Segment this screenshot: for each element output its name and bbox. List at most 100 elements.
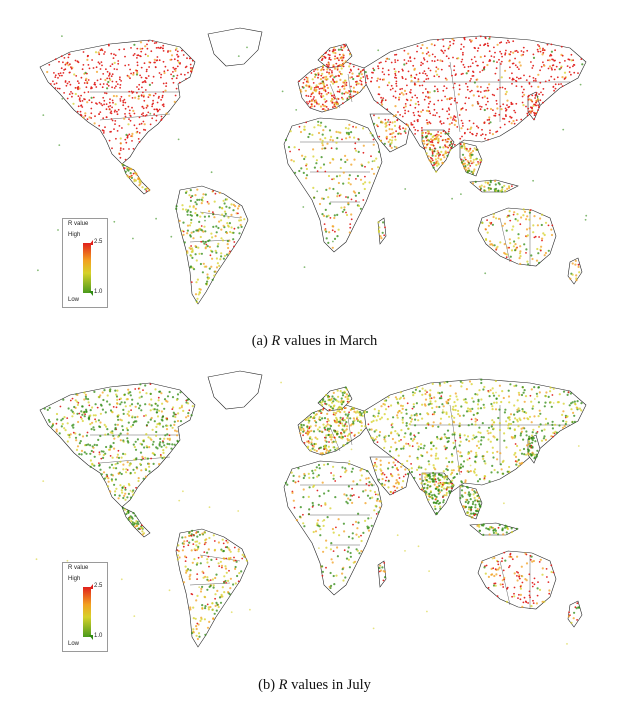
r-value-dot: [192, 543, 195, 545]
r-value-dot: [520, 85, 523, 88]
r-value-dot: [350, 85, 352, 88]
r-value-dot: [127, 123, 130, 126]
r-value-dot: [192, 606, 195, 609]
r-value-dot: [326, 423, 329, 426]
r-value-dot: [392, 115, 395, 118]
r-value-dot: [155, 430, 158, 434]
r-value-dot: [427, 495, 431, 498]
r-value-dot: [212, 586, 215, 589]
r-value-dot: [367, 529, 371, 532]
r-value-dot: [503, 243, 506, 246]
r-value-dot: [344, 126, 347, 130]
r-value-dot: [147, 40, 150, 42]
r-value-dot: [367, 161, 370, 164]
r-value-dot: [360, 83, 363, 86]
r-value-dot: [435, 512, 438, 515]
r-value-dot: [333, 96, 335, 99]
r-value-dot: [519, 418, 522, 422]
r-value-dot: [136, 57, 138, 59]
r-value-dot: [460, 494, 463, 497]
r-value-dot: [489, 107, 493, 111]
r-value-dot: [424, 392, 427, 396]
r-value-dot: [538, 391, 541, 394]
r-value-dot: [373, 509, 376, 512]
r-value-dot: [68, 436, 71, 439]
r-value-dot: [490, 567, 493, 570]
r-value-dot: [321, 197, 324, 200]
r-value-dot: [174, 429, 177, 432]
r-value-dot: [186, 232, 189, 235]
r-value-dot: [181, 208, 185, 211]
r-value-dot: [212, 584, 215, 587]
r-value-dot: [444, 77, 447, 80]
r-value-dot: [125, 141, 128, 144]
r-value-dot: [142, 114, 145, 117]
r-value-dot: [126, 136, 129, 138]
r-value-dot: [312, 530, 315, 534]
r-value-dot: [413, 476, 416, 480]
r-value-dot: [198, 291, 201, 294]
r-value-dot: [423, 472, 426, 475]
r-value-dot: [188, 577, 191, 581]
r-value-dot: [440, 68, 443, 71]
r-value-dot: [404, 127, 407, 130]
r-value-dot: [412, 394, 415, 397]
r-value-dot: [502, 459, 505, 462]
r-value-dot: [172, 415, 175, 418]
r-value-dot: [305, 121, 308, 124]
r-value-dot: [519, 262, 522, 265]
island-dot: [295, 109, 298, 111]
r-value-dot: [492, 584, 496, 587]
r-value-dot: [492, 394, 496, 397]
r-value-dot: [138, 178, 141, 181]
r-value-dot: [317, 86, 319, 88]
r-value-dot: [439, 482, 443, 485]
r-value-dot: [508, 238, 511, 241]
r-value-dot: [565, 415, 568, 418]
island-dot: [302, 206, 305, 208]
r-value-dot: [412, 111, 415, 114]
r-value-dot: [547, 59, 549, 62]
r-value-dot: [124, 170, 127, 173]
r-value-dot: [191, 256, 194, 259]
r-value-dot: [176, 59, 179, 62]
r-value-dot: [531, 110, 533, 113]
r-value-dot: [435, 480, 437, 483]
r-value-dot: [332, 177, 335, 180]
country-border: [199, 211, 241, 219]
r-value-dot: [166, 395, 170, 398]
r-value-dot: [342, 62, 345, 65]
r-value-dot: [530, 99, 533, 102]
r-value-dot: [447, 132, 450, 135]
r-value-dot: [394, 396, 397, 399]
r-value-dot: [325, 215, 328, 218]
r-value-dot: [85, 77, 88, 80]
r-value-dot: [305, 76, 308, 79]
r-value-dot: [533, 415, 536, 418]
r-value-dot: [396, 414, 399, 417]
r-value-dot: [371, 134, 374, 137]
r-value-dot: [136, 402, 139, 405]
r-value-dot: [100, 473, 103, 476]
r-value-dot: [309, 415, 312, 418]
r-value-dot: [315, 86, 318, 88]
r-value-dot: [528, 573, 531, 576]
r-value-dot: [192, 268, 196, 271]
r-value-dot: [116, 110, 118, 113]
r-value-dot: [432, 134, 435, 138]
r-value-dot: [471, 149, 475, 153]
r-value-dot: [209, 579, 212, 581]
r-value-dot: [130, 90, 133, 93]
r-value-dot: [329, 398, 332, 402]
r-value-dot: [140, 524, 143, 527]
r-value-dot: [208, 267, 211, 270]
r-value-dot: [482, 524, 485, 527]
r-value-dot: [331, 139, 334, 142]
r-value-dot: [458, 434, 462, 437]
r-value-dot: [80, 416, 82, 419]
r-value-dot: [432, 114, 435, 116]
r-value-dot: [116, 402, 119, 405]
r-value-dot: [89, 414, 92, 417]
r-value-dot: [336, 90, 339, 93]
r-value-dot: [81, 100, 84, 102]
